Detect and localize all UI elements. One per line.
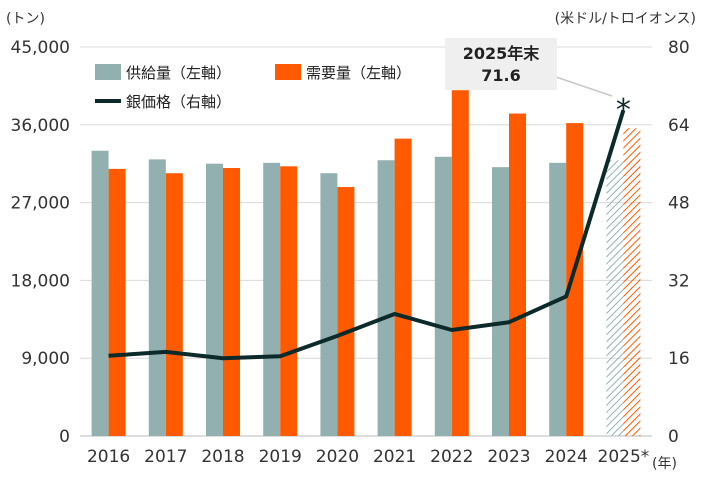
demand-bar-forecast: [623, 128, 641, 436]
callout-year: 2025年末: [463, 44, 541, 63]
callout-value: 71.6: [481, 66, 520, 85]
demand-bar: [566, 123, 584, 437]
x-tick-label: 2025*: [598, 447, 650, 467]
supply-bar: [206, 163, 223, 436]
demand-bar: [223, 168, 240, 436]
legend-label-supply: 供給量（左軸）: [126, 64, 231, 82]
demand-bar: [394, 138, 412, 436]
x-tick-label: 2016: [87, 447, 130, 467]
left-tick-label: 36,000: [11, 116, 70, 136]
x-tick-label: 2017: [144, 447, 187, 467]
x-tick-label: 2021: [373, 447, 416, 467]
legend-swatch-demand: [275, 64, 301, 80]
x-tick-label: 2018: [201, 447, 244, 467]
callout-leader-line: [555, 76, 613, 97]
forecast-marker: *: [616, 93, 631, 128]
right-axis-ticks: 0 16 32 48 64 80: [668, 38, 690, 447]
supply-bar: [434, 156, 452, 437]
x-tick-label: 2020: [316, 447, 359, 467]
x-tick-label: 2022: [430, 447, 473, 467]
price-callout: 2025年末 71.6: [445, 38, 613, 97]
demand-bar: [451, 90, 469, 436]
x-axis-unit: (年): [652, 456, 677, 472]
left-tick-label: 27,000: [11, 194, 70, 214]
right-tick-label: 48: [668, 194, 690, 214]
demand-bar: [337, 187, 355, 436]
demand-bar: [108, 168, 126, 437]
legend-swatch-supply: [95, 64, 121, 80]
supply-bar: [320, 173, 338, 436]
left-tick-label: 18,000: [11, 271, 70, 291]
demand-bar: [509, 113, 526, 436]
bars: [91, 90, 641, 437]
supply-bar-forecast: [606, 160, 624, 436]
supply-bar: [148, 159, 166, 436]
right-tick-label: 64: [668, 116, 690, 136]
supply-bar: [492, 167, 509, 436]
x-tick-label: 2019: [259, 447, 302, 467]
legend-label-price: 銀価格（右軸）: [126, 93, 231, 111]
right-tick-label: 80: [668, 38, 690, 58]
x-tick-label: 2023: [487, 447, 530, 467]
supply-bar: [91, 150, 109, 436]
supply-bar: [263, 162, 281, 436]
price-line: *: [108, 93, 631, 361]
right-axis-unit: (米ドル/トロイオンス): [555, 11, 696, 27]
left-tick-label: 9,000: [21, 349, 70, 369]
price-line-path: [108, 109, 626, 361]
x-axis-ticks: 2016 2017 2018 2019 2020 2021 2022 2023 2024 2025…: [87, 447, 649, 467]
legend: 供給量（左軸） 需要量（左軸） 銀価格（右軸）: [95, 64, 411, 111]
right-tick-label: 0: [668, 427, 679, 447]
x-tick-label: 2024: [545, 447, 588, 467]
supply-bar: [377, 160, 395, 436]
left-axis-ticks: 0 9,000 18,000 27,000 36,000 45,000: [11, 38, 70, 447]
legend-label-demand: 需要量（左軸）: [306, 64, 411, 82]
callout-box: [445, 38, 557, 90]
right-tick-label: 32: [668, 271, 690, 291]
left-axis-unit: (トン): [6, 11, 45, 27]
left-tick-label: 0: [59, 427, 70, 447]
right-tick-label: 16: [668, 349, 690, 369]
left-tick-label: 45,000: [11, 38, 70, 58]
demand-bar: [165, 173, 183, 436]
demand-bar: [280, 166, 298, 436]
